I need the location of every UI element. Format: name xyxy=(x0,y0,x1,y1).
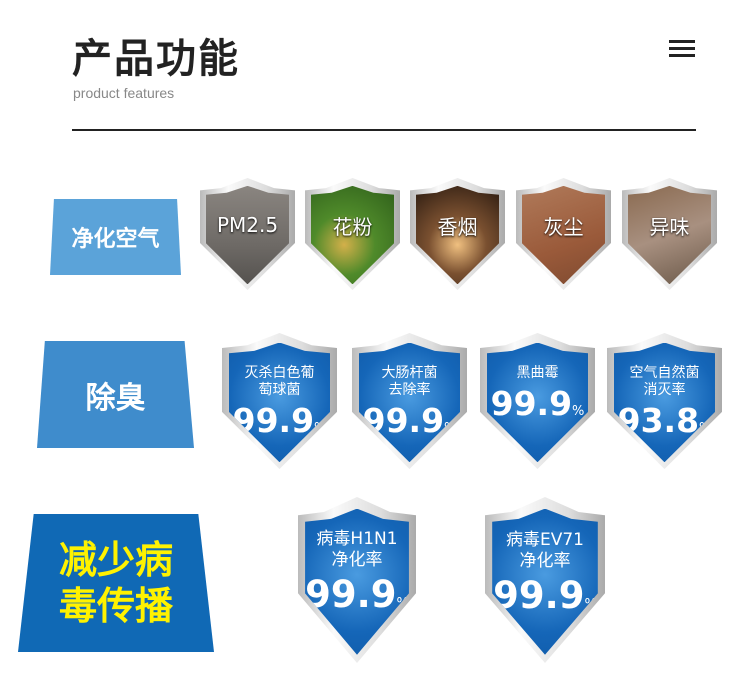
value-number: 99.9 xyxy=(490,383,573,423)
shield-badge: 灰尘 xyxy=(516,178,611,290)
value-number: 99.9 xyxy=(493,573,585,617)
shield-badge: 黑曲霉 99.9% xyxy=(480,333,595,469)
shield-label: 花粉 xyxy=(332,214,373,239)
value-number: 99.9 xyxy=(305,573,397,617)
shield-value: 93.8% xyxy=(618,401,712,440)
label-reduce-virus-text: 减少病 毒传播 xyxy=(58,538,173,628)
hamburger-menu-icon[interactable] xyxy=(669,40,695,60)
shield-badge: 病毒H1N1 净化率 99.9% xyxy=(298,497,416,663)
value-unit: % xyxy=(584,596,597,612)
shield-face: 异味 xyxy=(627,185,712,285)
shield-badge: 香烟 xyxy=(410,178,505,290)
shield-face: 病毒H1N1 净化率 99.9% xyxy=(305,508,409,655)
shield-label: 灰尘 xyxy=(543,214,584,239)
shield-label: 空气自然菌 消灭率 xyxy=(629,364,700,398)
shield-label: 灭杀白色葡 萄球菌 xyxy=(244,364,315,398)
value-unit: % xyxy=(444,420,457,436)
shield-face: PM2.5 xyxy=(205,185,290,285)
shield-face: 病毒EV71 净化率 99.9% xyxy=(492,508,598,655)
shield-label: 病毒EV71 净化率 xyxy=(505,529,584,571)
shield-badge: 异味 xyxy=(622,178,717,290)
label-reduce-virus: 减少病 毒传播 xyxy=(18,514,214,652)
shield-face: 大肠杆菌 去除率 99.9% xyxy=(358,342,461,463)
shield-value: 99.9% xyxy=(493,574,597,617)
divider xyxy=(72,129,696,131)
value-unit: % xyxy=(699,420,712,436)
shield-label: 黑曲霉 xyxy=(516,364,559,381)
label-deodorize: 除臭 xyxy=(37,341,194,448)
shield-badge: 空气自然菌 消灭率 93.8% xyxy=(607,333,722,469)
shield-label: 大肠杆菌 去除率 xyxy=(381,364,438,398)
shield-face: 灰尘 xyxy=(521,185,606,285)
shield-value: 99.9% xyxy=(491,384,585,423)
shield-value: 99.9% xyxy=(305,573,409,616)
shield-badge: 大肠杆菌 去除率 99.9% xyxy=(352,333,467,469)
shield-value: 99.9% xyxy=(363,401,457,440)
shield-label: 香烟 xyxy=(437,214,478,239)
value-unit: % xyxy=(314,420,327,436)
shield-badge: 花粉 xyxy=(305,178,400,290)
shield-label: 病毒H1N1 净化率 xyxy=(316,529,398,571)
shield-label: PM2.5 xyxy=(216,213,279,238)
shield-badge: 灭杀白色葡 萄球菌 99.9% xyxy=(222,333,337,469)
shield-value: 99.9% xyxy=(233,401,327,440)
shield-face: 灭杀白色葡 萄球菌 99.9% xyxy=(228,342,331,463)
value-number: 99.9 xyxy=(232,400,315,440)
shield-face: 花粉 xyxy=(310,185,395,285)
shield-face: 黑曲霉 99.9% xyxy=(486,342,589,463)
shield-face: 香烟 xyxy=(415,185,500,285)
shield-badge: 病毒EV71 净化率 99.9% xyxy=(485,497,605,663)
label-purify-air: 净化空气 xyxy=(50,199,181,275)
value-number: 99.9 xyxy=(362,400,445,440)
page-subtitle: product features xyxy=(73,85,175,101)
value-unit: % xyxy=(572,403,585,419)
shield-label: 异味 xyxy=(649,214,690,239)
value-number: 93.8 xyxy=(617,400,700,440)
value-unit: % xyxy=(396,596,409,612)
shield-face: 空气自然菌 消灭率 93.8% xyxy=(613,342,716,463)
shield-badge: PM2.5 xyxy=(200,178,295,290)
page-title: 产品功能 xyxy=(72,36,240,82)
